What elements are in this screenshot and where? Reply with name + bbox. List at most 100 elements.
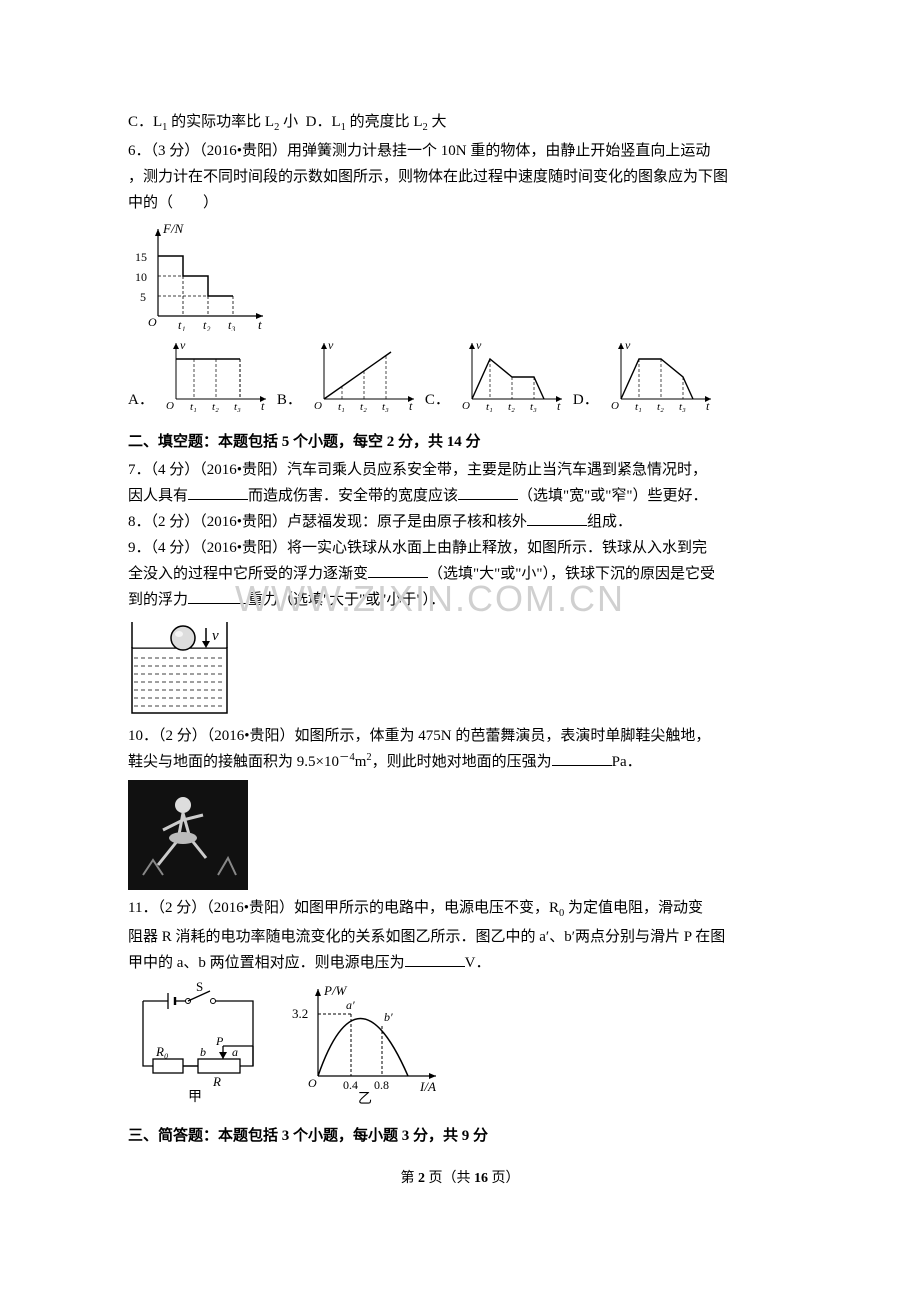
- q6-optC-chart: v t O t₁ t₂ t₃: [454, 337, 569, 412]
- q7-2a: 因人具有: [128, 488, 188, 504]
- q10-photo: [128, 780, 792, 890]
- q6-stem-3: 中的（ ）: [128, 191, 792, 215]
- q6-optC-label: C．: [425, 388, 450, 412]
- svg-text:t₃: t₃: [382, 401, 389, 412]
- svg-text:t: t: [706, 399, 710, 412]
- ytick-5: 5: [140, 290, 146, 304]
- ymax-label: 3.2: [292, 1006, 308, 1021]
- q9-figure: v: [128, 618, 792, 718]
- r0-label: R₀: [155, 1044, 168, 1059]
- svg-text:t₂: t₂: [360, 401, 367, 412]
- svg-text:t: t: [261, 399, 265, 412]
- svg-text:O: O: [166, 400, 174, 412]
- q6-options-row: A． v t O t₁ t₂ t₃ B． v t O t₁ t₂ t₃: [128, 337, 792, 412]
- q7-2c: （选填"宽"或"窄"）些更好．: [518, 488, 708, 504]
- circuit-caption: 甲: [188, 1090, 202, 1105]
- ytick-10: 10: [135, 270, 147, 284]
- section2-heading: 二、填空题：本题包括 5 个小题，每空 2 分，共 14 分: [128, 430, 792, 454]
- footer-page: 2: [418, 1171, 425, 1186]
- svg-text:v: v: [476, 338, 482, 352]
- b-prime: b′: [384, 1010, 393, 1024]
- q6-main-chart: F/N t 5 10 15 t₁ t₂ t₃ O: [128, 221, 792, 331]
- q11-figures: S R₀ b P a R 甲 P/W I/A O: [128, 981, 792, 1106]
- q5-optD-a: D．L: [306, 114, 341, 130]
- q11-3b: V．: [465, 955, 491, 971]
- q8-1a: 8．（2 分）（2016•贵阳）卢瑟福发现：原子是由原子核和核外: [128, 514, 527, 530]
- q9-line3: 到的浮力重力（选填"大于"或"小于"）．: [128, 588, 792, 612]
- q6-optA-chart: v t O t₁ t₂ t₃: [158, 337, 273, 412]
- q8-1b: 组成．: [587, 514, 632, 530]
- q6-stem-2: ，测力计在不同时间段的示数如图所示，则物体在此过程中速度随时间变化的图象应为下图: [128, 165, 792, 189]
- svg-text:t₁: t₁: [635, 401, 642, 412]
- svg-text:t₂: t₂: [657, 401, 664, 412]
- switch-label: S: [196, 981, 203, 994]
- q10-blank: [552, 750, 612, 766]
- q7-blank2: [458, 484, 518, 500]
- svg-text:t: t: [409, 399, 413, 412]
- q9-3a: 到的浮力: [128, 592, 188, 608]
- q6-optB-chart: v t O t₁ t₂ t₃: [306, 337, 421, 412]
- q11-line3: 甲中的 a、b 两位置相对应．则电源电压为 V．: [128, 951, 792, 975]
- q9-blank2: [188, 588, 248, 604]
- xtick-t1: t₁: [178, 318, 186, 331]
- svg-text:O: O: [462, 400, 470, 412]
- footer-a: 第: [401, 1171, 419, 1186]
- svg-text:t₁: t₁: [190, 401, 197, 412]
- xtick-t2: t₂: [203, 318, 211, 331]
- p-ylabel: P/W: [323, 983, 348, 998]
- section3-heading: 三、简答题：本题包括 3 个小题，每小题 3 分，共 9 分: [128, 1124, 792, 1148]
- ball-water-figure: v: [128, 618, 248, 718]
- a-prime: a′: [346, 998, 355, 1012]
- svg-text:O: O: [314, 400, 322, 412]
- ballet-photo: [128, 780, 248, 890]
- a-label: a: [232, 1045, 238, 1059]
- origin-o: O: [148, 315, 157, 329]
- q10-2c: ，则此时她对地面的压强为: [372, 754, 552, 770]
- q11-line1: 11．（2 分）（2016•贵阳）如图甲所示的电路中，电源电压不变，R0 为定值…: [128, 896, 792, 923]
- q11-line2: 阻器 R 消耗的电功率随电流变化的关系如图乙所示．图乙中的 a′、b′两点分别与…: [128, 925, 792, 949]
- svg-text:t₃: t₃: [234, 401, 241, 412]
- q8-blank: [527, 510, 587, 526]
- q10-line1: 10．（2 分）（2016•贵阳）如图所示，体重为 475N 的芭蕾舞演员，表演…: [128, 724, 792, 748]
- q8-line1: 8．（2 分）（2016•贵阳）卢瑟福发现：原子是由原子核和核外 组成．: [128, 510, 792, 534]
- q10-2b: m: [355, 754, 367, 770]
- q10-line2: 鞋尖与地面的接触面积为 9.5×10－4m2，则此时她对地面的压强为Pa．: [128, 750, 792, 774]
- svg-text:t₂: t₂: [508, 401, 515, 412]
- svg-text:t₂: t₂: [212, 401, 219, 412]
- q11-blank: [405, 951, 465, 967]
- svg-text:t₃: t₃: [530, 401, 537, 412]
- q6-optA-label: A．: [128, 388, 154, 412]
- svg-text:t₁: t₁: [338, 401, 345, 412]
- page: C．L1 的实际功率比 L2 小 D．L1 的亮度比 L2 大 6．（3 分）（…: [0, 0, 920, 1230]
- q9-line1: 9．（4 分）（2016•贵阳）将一实心铁球从水面上由静止释放，如图所示．铁球从…: [128, 536, 792, 560]
- svg-text:v: v: [328, 338, 334, 352]
- svg-text:t₁: t₁: [486, 401, 493, 412]
- q11-circuit: S R₀ b P a R 甲: [128, 981, 268, 1106]
- xlabel: t: [258, 317, 262, 331]
- svg-text:O: O: [611, 400, 619, 412]
- footer-b: 页（共: [425, 1171, 474, 1186]
- svg-text:t₃: t₃: [679, 401, 686, 412]
- page-footer: 第 2 页（共 16 页）: [128, 1168, 792, 1190]
- xtick-t3: t₃: [228, 318, 236, 331]
- footer-c: 页）: [488, 1171, 520, 1186]
- q5-optC-b: 的实际功率比 L: [167, 114, 274, 130]
- p-label: P: [215, 1034, 224, 1048]
- q9-2b: （选填"大"或"小"），铁球下沉的原因是它受: [428, 566, 715, 582]
- q6-stem-1: 6．（3 分）（2016•贵阳）用弹簧测力计悬挂一个 10N 重的物体，由静止开…: [128, 139, 792, 163]
- q9-line2: 全没入的过程中它所受的浮力逐渐变（选填"大"或"小"），铁球下沉的原因是它受: [128, 562, 792, 586]
- q10-2a: 鞋尖与地面的接触面积为 9.5×10: [128, 754, 339, 770]
- q10-exp: －4: [339, 752, 355, 763]
- q7-blank1: [188, 484, 248, 500]
- footer-total: 16: [474, 1171, 488, 1186]
- q11-3a: 甲中的 a、b 两位置相对应．则电源电压为: [128, 955, 405, 971]
- q5-optD-b: 的亮度比 L: [346, 114, 423, 130]
- q5-options-cd: C．L1 的实际功率比 L2 小 D．L1 的亮度比 L2 大: [128, 110, 792, 137]
- q5-optD-c: 大: [428, 114, 447, 130]
- q5-optC-c: 小: [279, 114, 298, 130]
- b-label: b: [200, 1045, 206, 1059]
- q9-blank1: [368, 562, 428, 578]
- q7-line2: 因人具有而造成伤害．安全带的宽度应该（选填"宽"或"窄"）些更好．: [128, 484, 792, 508]
- q6-optB-label: B．: [277, 388, 302, 412]
- xtick-08: 0.8: [374, 1078, 389, 1092]
